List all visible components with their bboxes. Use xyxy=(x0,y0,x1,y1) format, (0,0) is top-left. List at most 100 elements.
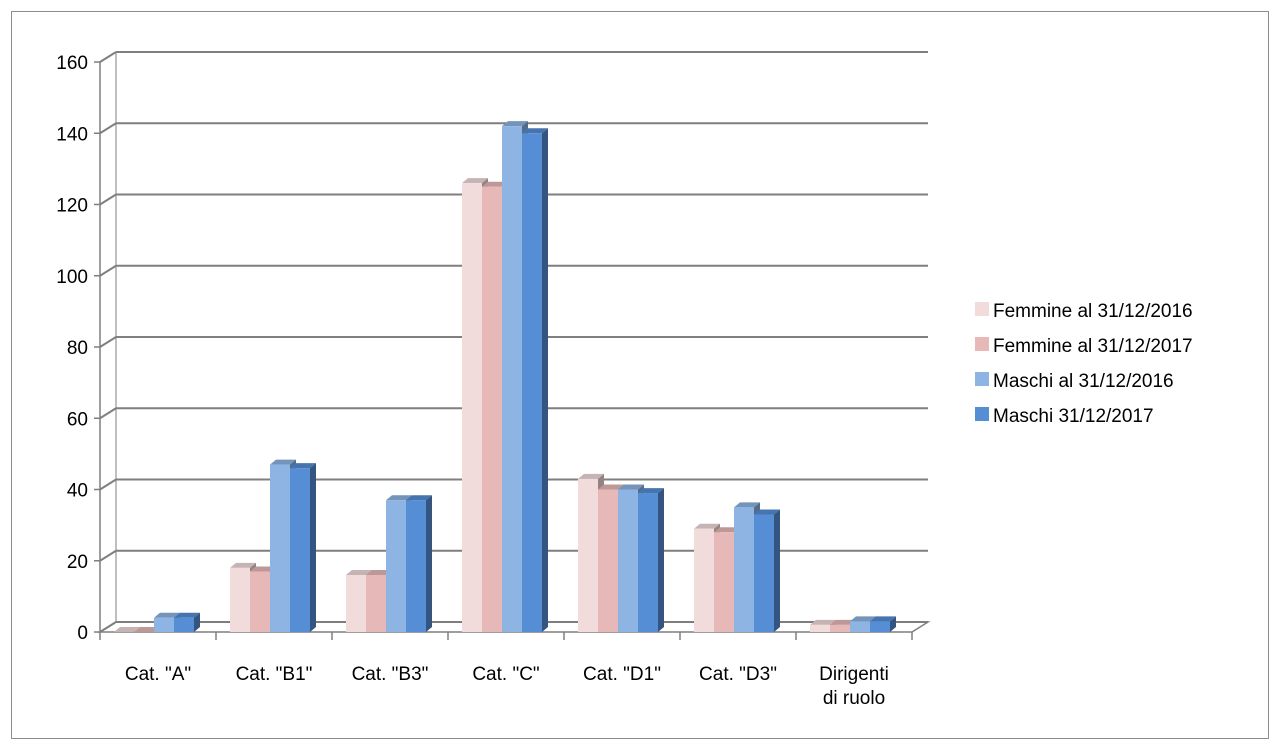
bar-front xyxy=(598,489,618,632)
bar-front xyxy=(734,507,754,632)
bar-front xyxy=(346,575,366,632)
bar-front xyxy=(270,464,290,632)
bar-front xyxy=(870,621,890,632)
bar xyxy=(754,509,780,632)
bar-front xyxy=(810,624,830,632)
x-tick-label: Cat. "D1" xyxy=(583,664,661,685)
bar-top xyxy=(114,627,140,632)
gridline-diagonal xyxy=(99,336,117,348)
y-tick-label: 40 xyxy=(67,481,88,502)
legend-label: Maschi 31/12/2017 xyxy=(993,406,1154,427)
bar-top xyxy=(830,619,856,625)
x-tick-label: Dirigenti di ruolo xyxy=(819,664,889,709)
bar-top xyxy=(366,570,392,575)
x-tick-label: Cat. "C" xyxy=(472,664,539,685)
gridline-diagonal xyxy=(99,51,117,63)
bar-top xyxy=(850,616,876,622)
bar-front xyxy=(230,567,250,632)
y-axis-ticks: 0 20 40 60 80 100 120 140 160 xyxy=(56,53,88,644)
bar-front xyxy=(290,468,310,632)
bar-top xyxy=(734,502,760,508)
legend-swatch xyxy=(975,337,989,351)
bar-top xyxy=(598,484,624,490)
bar-top xyxy=(230,562,256,568)
bar xyxy=(870,616,896,632)
y-tick-label: 140 xyxy=(56,124,88,145)
bar xyxy=(638,488,664,632)
bar-front xyxy=(830,624,850,632)
legend-label: Femmine al 31/12/2017 xyxy=(993,336,1193,357)
bar-top xyxy=(134,627,160,632)
bar xyxy=(406,495,432,632)
bar-top xyxy=(174,612,200,618)
y-tick-label: 0 xyxy=(77,623,88,644)
bar-top xyxy=(870,616,896,622)
legend-item: Femmine al 31/12/2016 xyxy=(975,301,1193,322)
bar-side xyxy=(310,463,316,632)
x-tick-label: Cat. "B3" xyxy=(352,664,429,685)
x-axis-labels: Cat. "A" Cat. "B1" Cat. "B3" Cat. "C" Cat. "… xyxy=(125,664,889,709)
bar-side xyxy=(426,495,432,632)
bar-front xyxy=(714,532,734,632)
bar-front xyxy=(754,514,774,632)
bar-front xyxy=(502,126,522,632)
bar-top xyxy=(502,121,528,127)
bar-top xyxy=(578,473,604,479)
y-tick-label: 120 xyxy=(56,196,88,217)
bar-front xyxy=(638,493,658,632)
legend-label: Maschi al 31/12/2016 xyxy=(993,371,1174,392)
bar-front xyxy=(406,500,426,632)
bar-side xyxy=(658,488,664,632)
bar-side xyxy=(542,128,548,632)
legend-swatch xyxy=(975,407,989,421)
bar-top xyxy=(386,495,412,501)
bar-top xyxy=(270,459,296,465)
chart-legend: Femmine al 31/12/2016 Femmine al 31/12/20… xyxy=(975,301,1193,427)
legend-swatch xyxy=(975,372,989,386)
bar xyxy=(114,627,140,632)
bar-top xyxy=(754,509,780,515)
bar-top xyxy=(618,484,644,490)
bar-side xyxy=(774,509,780,632)
y-tick-label: 60 xyxy=(67,409,88,430)
bar-top xyxy=(694,523,720,529)
bar-top xyxy=(638,488,664,494)
bar-front xyxy=(250,571,270,632)
x-tick-label: Cat. "D3" xyxy=(699,664,777,685)
bar-top xyxy=(154,612,180,618)
bar-top xyxy=(346,570,372,575)
bar-front xyxy=(366,575,386,632)
legend-item: Maschi al 31/12/2016 xyxy=(975,371,1174,392)
bar-front xyxy=(482,186,502,632)
chart-axes xyxy=(94,52,931,640)
bar-top xyxy=(406,495,432,501)
bar-front xyxy=(694,528,714,632)
x-tick-label: Cat. "A" xyxy=(125,664,191,685)
gridline-diagonal xyxy=(99,407,117,420)
legend-label: Femmine al 31/12/2016 xyxy=(993,301,1193,322)
bar-top xyxy=(522,128,548,134)
x-tick-label: Cat. "B1" xyxy=(236,664,313,685)
legend-item: Maschi 31/12/2017 xyxy=(975,406,1154,427)
y-tick-label: 160 xyxy=(56,53,88,74)
bar-side xyxy=(890,616,896,632)
bar-front xyxy=(386,500,406,632)
gridline-diagonal xyxy=(99,549,117,562)
bar-side xyxy=(194,612,200,632)
y-tick-label: 20 xyxy=(67,552,88,573)
chart-bars xyxy=(114,121,896,632)
gridline-diagonal xyxy=(99,122,117,135)
bar-front xyxy=(618,489,638,632)
gridline-diagonal xyxy=(99,264,117,277)
bar-front xyxy=(578,478,598,632)
gridline-diagonal xyxy=(99,478,117,491)
bar-front xyxy=(174,617,194,632)
bar xyxy=(290,463,316,632)
bar-top xyxy=(250,566,276,572)
bar-front xyxy=(154,617,174,632)
bar-top xyxy=(290,463,316,469)
bar-top xyxy=(714,527,740,533)
legend-item: Femmine al 31/12/2017 xyxy=(975,336,1193,357)
bar-top xyxy=(482,181,508,187)
